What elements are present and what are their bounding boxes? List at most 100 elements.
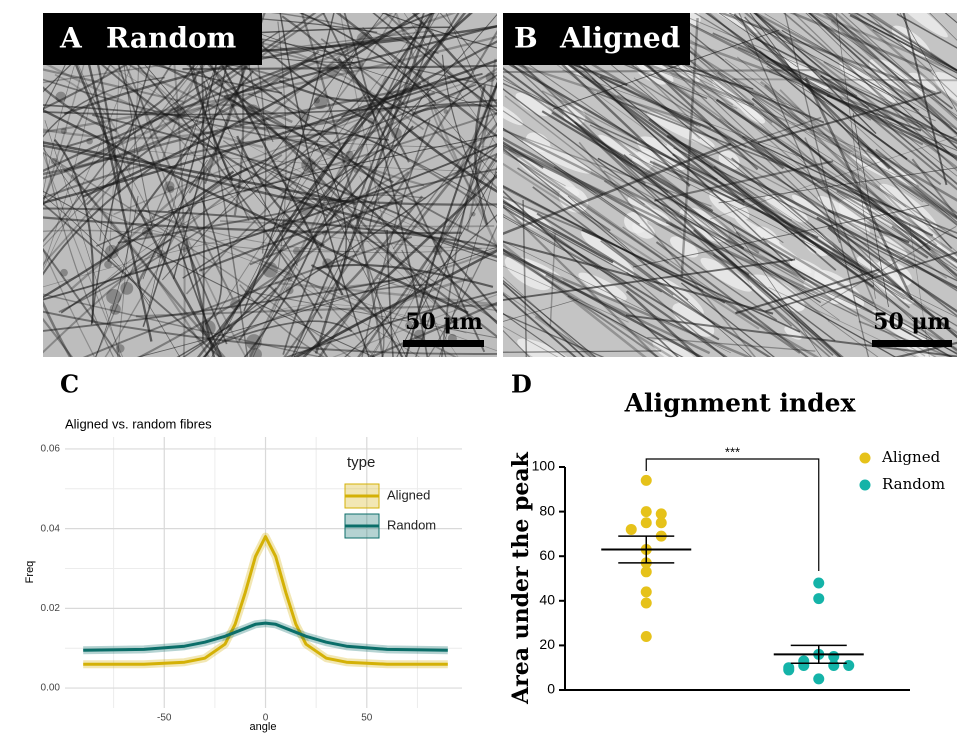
fibre <box>755 13 957 186</box>
fibre <box>362 27 497 179</box>
fibre-cluster <box>60 268 68 277</box>
fibre <box>591 13 759 171</box>
fibre <box>43 76 165 138</box>
fibre-cluster <box>418 136 424 141</box>
fibre <box>679 215 841 357</box>
pore <box>875 260 913 287</box>
fibre <box>216 320 353 346</box>
fibre-cluster <box>226 324 233 331</box>
fibre <box>872 29 957 80</box>
fibre <box>309 167 407 357</box>
fibre-cluster <box>230 299 242 311</box>
fibre <box>343 195 424 290</box>
fibre <box>317 122 497 357</box>
fibre <box>372 13 497 112</box>
fibre <box>503 350 662 353</box>
fibre <box>43 13 92 195</box>
fibre <box>503 145 604 197</box>
fibre-cluster <box>367 117 374 124</box>
fibre <box>503 250 674 357</box>
fibre <box>712 254 832 357</box>
fibre <box>274 281 497 306</box>
fibre <box>43 170 235 299</box>
label-box <box>503 13 690 65</box>
fibre <box>724 58 808 120</box>
fibre <box>693 13 872 121</box>
fibre <box>43 194 151 304</box>
fibre <box>828 320 879 357</box>
fibre <box>754 37 957 142</box>
fibre <box>562 69 805 159</box>
fibre <box>789 13 933 73</box>
fibre <box>176 145 497 357</box>
fibre-cluster <box>287 276 293 282</box>
fibre <box>344 13 437 56</box>
pore <box>676 62 701 83</box>
fibre-cluster <box>215 79 223 87</box>
fibre-cluster <box>285 286 294 295</box>
pore <box>627 196 662 225</box>
fibre <box>503 190 680 357</box>
legend-marker <box>859 452 871 464</box>
fibre <box>234 91 436 130</box>
fibre <box>764 13 957 130</box>
fibre <box>717 71 957 220</box>
pore <box>891 13 948 38</box>
fibre <box>503 248 704 357</box>
fibre <box>800 157 957 269</box>
fibre-cluster <box>60 127 67 135</box>
pore <box>646 111 715 148</box>
legend-label: Random <box>387 517 436 532</box>
fibre <box>728 13 920 111</box>
fibre <box>816 216 957 313</box>
fibre <box>43 202 222 357</box>
fibre <box>222 140 497 322</box>
fibre <box>691 138 926 263</box>
fibre <box>847 13 957 74</box>
fibre-cluster <box>322 258 333 269</box>
fibre <box>660 105 957 292</box>
fibre <box>655 241 809 357</box>
fibre <box>508 148 670 264</box>
fibre <box>503 143 832 302</box>
pore <box>878 235 908 261</box>
fibre-cluster <box>341 63 347 68</box>
fibre <box>749 140 929 259</box>
fibre <box>850 13 957 107</box>
dot <box>843 659 855 671</box>
line <box>83 621 448 652</box>
fibre <box>749 13 795 75</box>
fibre <box>332 294 497 357</box>
fibre <box>810 233 957 335</box>
dot <box>655 508 667 520</box>
fibre <box>503 148 801 354</box>
fibre <box>43 59 497 205</box>
fibre <box>759 80 957 226</box>
fibre <box>177 244 223 357</box>
fibre <box>90 13 323 319</box>
fibre <box>300 13 384 357</box>
fibre <box>731 157 911 309</box>
fibre <box>738 13 841 244</box>
fibre <box>784 13 870 357</box>
fibre <box>503 299 578 322</box>
fibre <box>600 240 674 296</box>
fibre <box>599 75 934 237</box>
fibre <box>95 13 245 357</box>
fibre <box>805 13 957 162</box>
fibre <box>142 159 208 280</box>
fibre <box>172 13 239 280</box>
fibre-cluster <box>50 157 58 165</box>
fibre <box>302 174 497 357</box>
y-tick-label: 0 <box>547 681 555 697</box>
fibre-cluster <box>413 329 426 342</box>
fibre-cluster <box>120 281 134 295</box>
fibre <box>884 244 957 282</box>
fibre <box>680 282 775 357</box>
fibre <box>43 225 300 288</box>
fibre <box>142 208 458 357</box>
fibre <box>761 237 875 305</box>
fibre <box>219 220 495 228</box>
fibre <box>768 286 917 357</box>
dot <box>640 597 652 609</box>
